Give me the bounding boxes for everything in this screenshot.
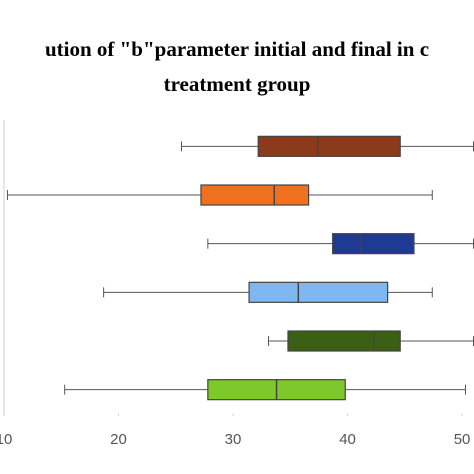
box xyxy=(248,281,389,303)
x-tick-label: 50 xyxy=(454,431,471,448)
box xyxy=(332,233,415,255)
box xyxy=(200,184,310,206)
x-tick-label: 40 xyxy=(339,431,356,448)
x-tick-label: 20 xyxy=(110,431,127,448)
box xyxy=(287,330,401,352)
x-tick-label: 30 xyxy=(225,431,242,448)
x-tick-label: 10 xyxy=(0,431,12,448)
chart-title: treatment group xyxy=(164,72,311,96)
box xyxy=(257,135,401,157)
chart-title: ution of "b"parameter initial and final … xyxy=(45,37,429,61)
